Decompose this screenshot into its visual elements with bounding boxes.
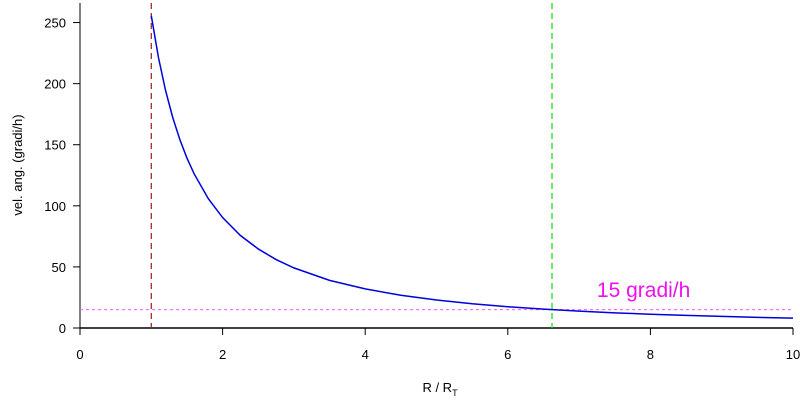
data-line (150, 15, 794, 319)
x-tick-label: 4 (362, 347, 369, 362)
y-tick-label: 250 (44, 16, 66, 31)
y-tick-label: 150 (44, 138, 66, 153)
x-tick-label: 10 (786, 347, 800, 362)
x-tick-label: 6 (504, 347, 511, 362)
x-label-main: R / R (422, 380, 452, 395)
x-tick-label: 2 (219, 347, 226, 362)
y-tick-label: 100 (44, 199, 66, 214)
y-tick-label: 200 (44, 77, 66, 92)
x-tick-label: 0 (76, 347, 83, 362)
y-axis-label: vel. ang. (gradi/h) (10, 114, 25, 215)
x-label-subscript: T (452, 388, 458, 398)
y-tick-label: 0 (59, 321, 66, 336)
y-tick-label: 50 (52, 260, 66, 275)
x-axis-label: R / RT (422, 380, 458, 398)
x-tick-label: 8 (647, 347, 654, 362)
annotation: 15 gradi/h (597, 279, 690, 302)
